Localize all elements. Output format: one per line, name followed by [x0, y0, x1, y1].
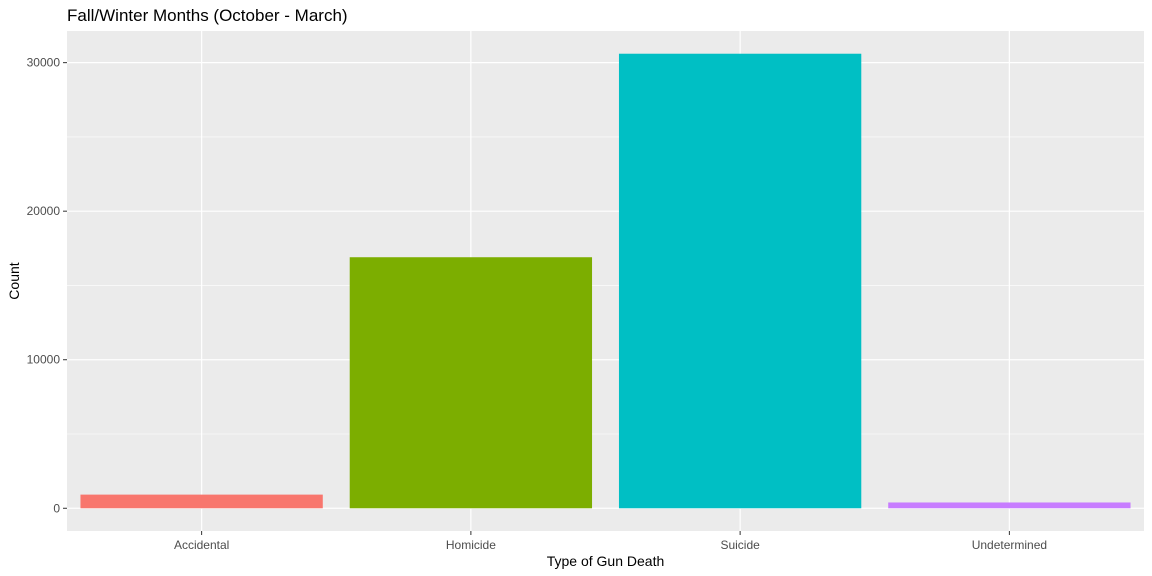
x-axis-title: Type of Gun Death: [547, 553, 665, 569]
bar-homicide: [349, 257, 593, 509]
minor-gridlines: [67, 136, 1144, 435]
x-tick-label: Homicide: [446, 538, 496, 552]
chart-title: Fall/Winter Months (October - March): [67, 6, 348, 25]
x-axis: Accidental Homicide Suicide Undetermined: [174, 531, 1047, 552]
plot-panel: [67, 31, 1144, 531]
y-tick-label: 10000: [27, 353, 61, 367]
y-axis: 0 10000 20000 30000: [27, 56, 67, 515]
bar-undetermined: [888, 502, 1131, 509]
bars: [80, 53, 1131, 509]
bar-suicide: [618, 53, 862, 509]
x-tick-label: Accidental: [174, 538, 229, 552]
y-tick-label: 30000: [27, 56, 61, 70]
x-tick-label: Undetermined: [972, 538, 1047, 552]
x-tick-label: Suicide: [720, 538, 760, 552]
y-tick-label: 20000: [27, 204, 61, 218]
y-axis-title: Count: [6, 262, 22, 299]
bar-accidental: [80, 494, 323, 509]
y-tick-label: 0: [53, 501, 60, 515]
